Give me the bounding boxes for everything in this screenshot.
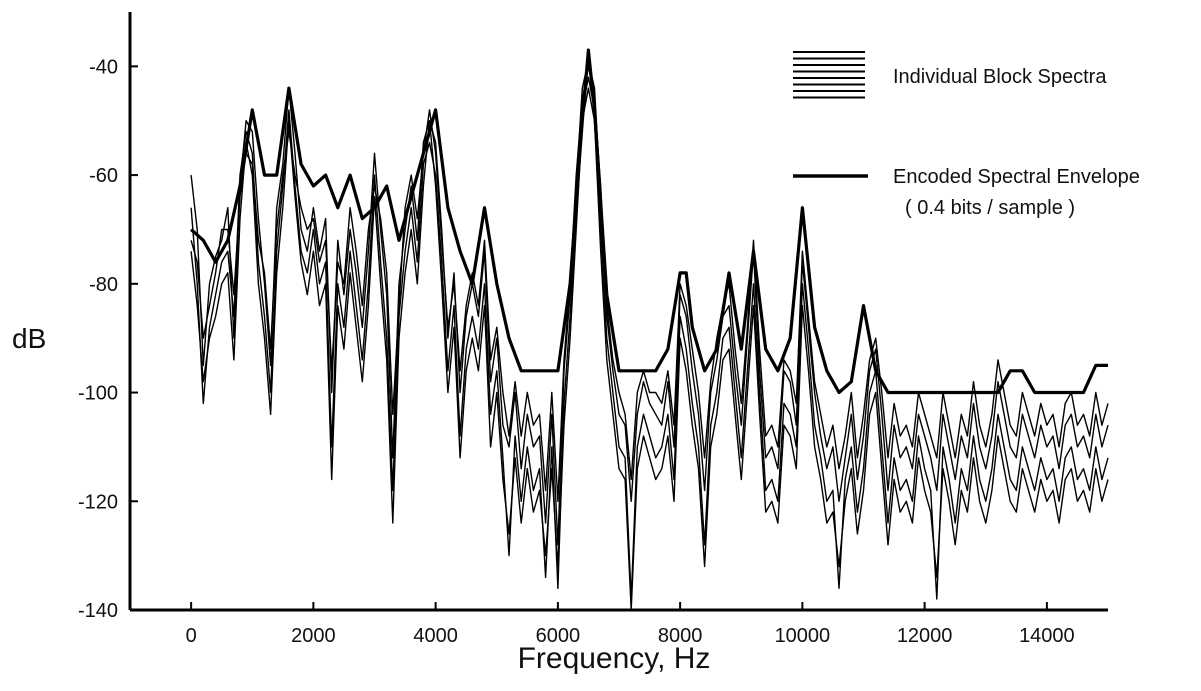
legend-label-individual-block-spectra: Individual Block Spectra — [893, 66, 1107, 88]
legend: Individual Block Spectra Encoded Spectra… — [793, 51, 1140, 219]
x-tick-label: 8000 — [658, 625, 703, 647]
x-tick-label: 0 — [186, 625, 197, 647]
y-tick-label: -140 — [78, 600, 118, 622]
series-line-block-spectrum — [190, 65, 1109, 502]
x-tick-label: 6000 — [536, 625, 581, 647]
y-tick-label: -80 — [89, 274, 118, 296]
y-tick-label: -40 — [89, 56, 118, 78]
y-tick-label: -120 — [78, 491, 118, 513]
legend-swatch-thin-lines — [793, 51, 865, 99]
x-tick-label: 10000 — [775, 625, 831, 647]
y-ticks: -40 -60 -80 -100 -120 -140 — [78, 56, 138, 622]
legend-entry-individual-block-spectra: Individual Block Spectra — [793, 51, 1107, 99]
x-axis-label: Frequency, Hz — [518, 642, 711, 675]
y-tick-label: -60 — [89, 165, 118, 187]
x-tick-label: 2000 — [291, 625, 336, 647]
legend-label-encoded-spectral-envelope: Encoded Spectral Envelope — [893, 166, 1140, 188]
x-tick-label: 14000 — [1019, 625, 1075, 647]
legend-sublabel-bits-per-sample: ( 0.4 bits / sample ) — [905, 197, 1075, 219]
axes — [128, 12, 1108, 612]
series-line-block-spectrum — [190, 87, 1109, 611]
y-tick-label: -100 — [78, 383, 118, 405]
x-tick-label: 4000 — [413, 625, 458, 647]
series-line-block-spectrum — [190, 60, 1109, 546]
series-layer — [190, 48, 1109, 611]
legend-entry-encoded-spectral-envelope: Encoded Spectral Envelope ( 0.4 bits / s… — [793, 166, 1140, 219]
series-line-block-spectrum — [190, 76, 1109, 600]
x-ticks: 0 2000 4000 6000 8000 10000 12000 14000 — [186, 602, 1075, 647]
series-line-encoded-envelope — [190, 48, 1108, 395]
y-axis-label: dB — [12, 323, 46, 354]
x-tick-label: 12000 — [897, 625, 953, 647]
